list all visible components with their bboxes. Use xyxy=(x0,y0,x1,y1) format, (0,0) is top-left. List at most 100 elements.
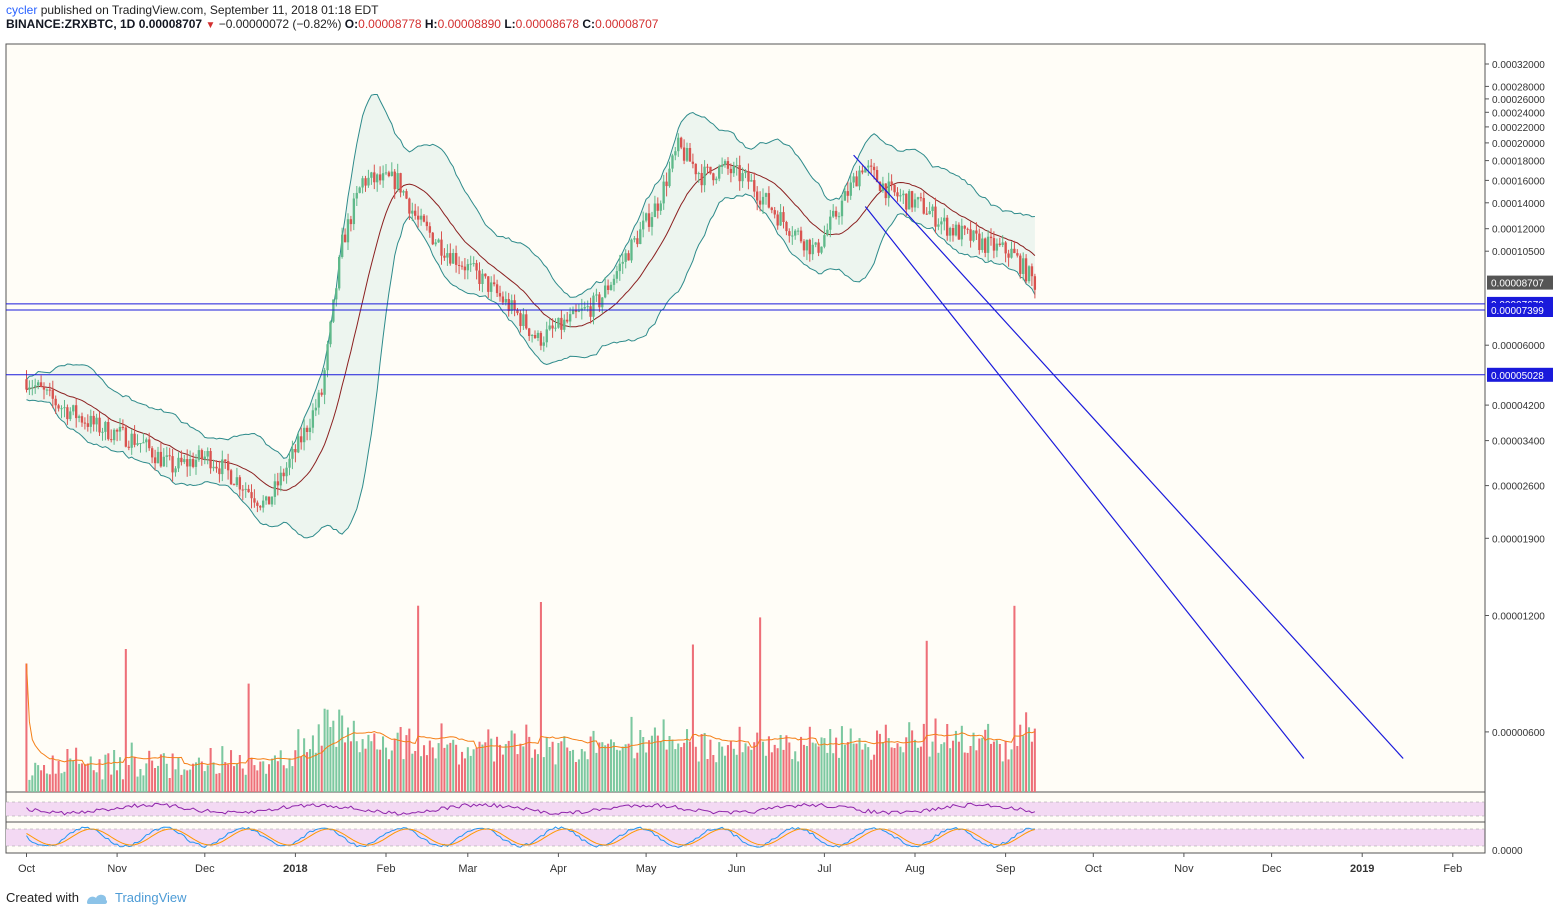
price-axis[interactable]: 0.00032000 0.00028000 0.00026000 0.00024000… xyxy=(1485,60,1553,739)
volume-bar xyxy=(554,764,557,792)
candle-body xyxy=(317,392,320,408)
volume-bar xyxy=(855,743,858,792)
volume-bar xyxy=(1001,761,1004,792)
candle-body xyxy=(303,427,306,443)
candle-body xyxy=(542,342,545,346)
candle xyxy=(940,217,943,235)
volume-bar xyxy=(376,749,379,792)
close-value: 0.00008707 xyxy=(595,17,659,31)
candle xyxy=(139,443,142,453)
volume-bar xyxy=(586,759,589,792)
candle-body xyxy=(168,455,171,457)
volume-bar xyxy=(1033,728,1036,792)
volume-bar xyxy=(195,762,198,792)
candle-body xyxy=(525,314,528,329)
y-tick-label: 0.00022000 xyxy=(1492,123,1545,134)
candle-body xyxy=(469,263,472,265)
candle-body xyxy=(63,407,66,409)
candle xyxy=(896,187,899,202)
candle-body xyxy=(951,228,955,236)
candle xyxy=(788,228,791,243)
candle xyxy=(910,190,914,213)
candle-body xyxy=(273,481,277,497)
candle-body xyxy=(262,500,265,508)
descending-channel[interactable] xyxy=(853,154,1404,759)
candle xyxy=(338,255,341,291)
candle xyxy=(761,188,765,214)
candle xyxy=(525,310,528,330)
candle xyxy=(981,232,984,253)
candle xyxy=(694,163,697,181)
volume-bar xyxy=(504,744,507,792)
volume-bar xyxy=(762,741,765,792)
volume-bar xyxy=(437,743,440,792)
candle xyxy=(235,467,239,487)
candle xyxy=(376,173,379,192)
candle-body xyxy=(466,264,470,271)
volume-bar xyxy=(726,745,729,792)
volume-bar xyxy=(303,738,306,792)
volume-bar xyxy=(577,759,580,792)
candle xyxy=(627,250,630,261)
candle-body xyxy=(253,498,256,503)
tradingview-brand[interactable]: TradingView xyxy=(114,890,187,905)
volume-bar xyxy=(604,745,607,792)
volume-bar xyxy=(311,735,314,792)
author-link[interactable]: cycler xyxy=(6,3,38,17)
candle-body xyxy=(490,282,493,292)
candle-body xyxy=(744,171,747,174)
volume-bar xyxy=(560,741,563,792)
volume-bar xyxy=(557,743,560,792)
candle xyxy=(899,188,902,202)
volume-bar xyxy=(729,741,732,792)
candle-body xyxy=(475,263,478,271)
candle xyxy=(738,155,741,191)
candle xyxy=(665,172,668,197)
volume-bar xyxy=(545,737,548,792)
volume-bar xyxy=(516,754,519,792)
candle xyxy=(659,200,662,215)
candle xyxy=(954,221,958,237)
candle xyxy=(796,227,800,236)
volume-bar xyxy=(45,773,48,792)
candle xyxy=(72,404,75,416)
candle-body xyxy=(954,224,958,236)
candle xyxy=(975,222,978,240)
candle-body xyxy=(414,210,417,216)
candle xyxy=(846,181,849,203)
candle xyxy=(598,292,601,312)
candle xyxy=(995,238,999,258)
time-axis[interactable]: Oct Nov Dec 2018 Feb Mar Apr May Jun Jul Aug Sep Oct… xyxy=(18,853,1462,875)
volume-bar xyxy=(157,765,160,792)
volume-bar xyxy=(329,727,332,792)
candle-body xyxy=(393,171,396,190)
volume-bar xyxy=(25,663,28,792)
candle xyxy=(498,285,502,302)
candle-body xyxy=(338,257,341,289)
candle xyxy=(756,186,759,211)
candle-body xyxy=(162,456,166,467)
candle-body xyxy=(723,161,727,165)
price-chart[interactable]: 0.0000 0.000320000.000280000.000260000.0… xyxy=(0,40,1561,888)
candle-body xyxy=(151,448,154,458)
volume-bar xyxy=(233,766,236,792)
candle xyxy=(539,330,543,351)
candle-body xyxy=(241,489,244,491)
candle-body xyxy=(31,387,34,389)
candle-body xyxy=(305,427,309,432)
y-tick-label: 0.00016000 xyxy=(1492,176,1545,187)
volume-bar xyxy=(528,736,531,792)
volume-bar xyxy=(767,736,770,792)
candle xyxy=(577,304,581,313)
volume-bar xyxy=(984,729,987,792)
x-tick-label: Sep xyxy=(996,863,1016,875)
candle-body xyxy=(206,451,209,457)
volume-bar xyxy=(791,759,794,792)
volume-bar xyxy=(423,745,426,792)
level-price-tag xyxy=(1487,303,1553,317)
candle-body xyxy=(156,451,160,464)
x-tick-label: Apr xyxy=(550,863,567,875)
horizontal-levels[interactable] xyxy=(6,303,1485,376)
symbol-label[interactable]: BINANCE:ZRXBTC, 1D xyxy=(6,17,136,31)
candle-body xyxy=(142,442,145,444)
